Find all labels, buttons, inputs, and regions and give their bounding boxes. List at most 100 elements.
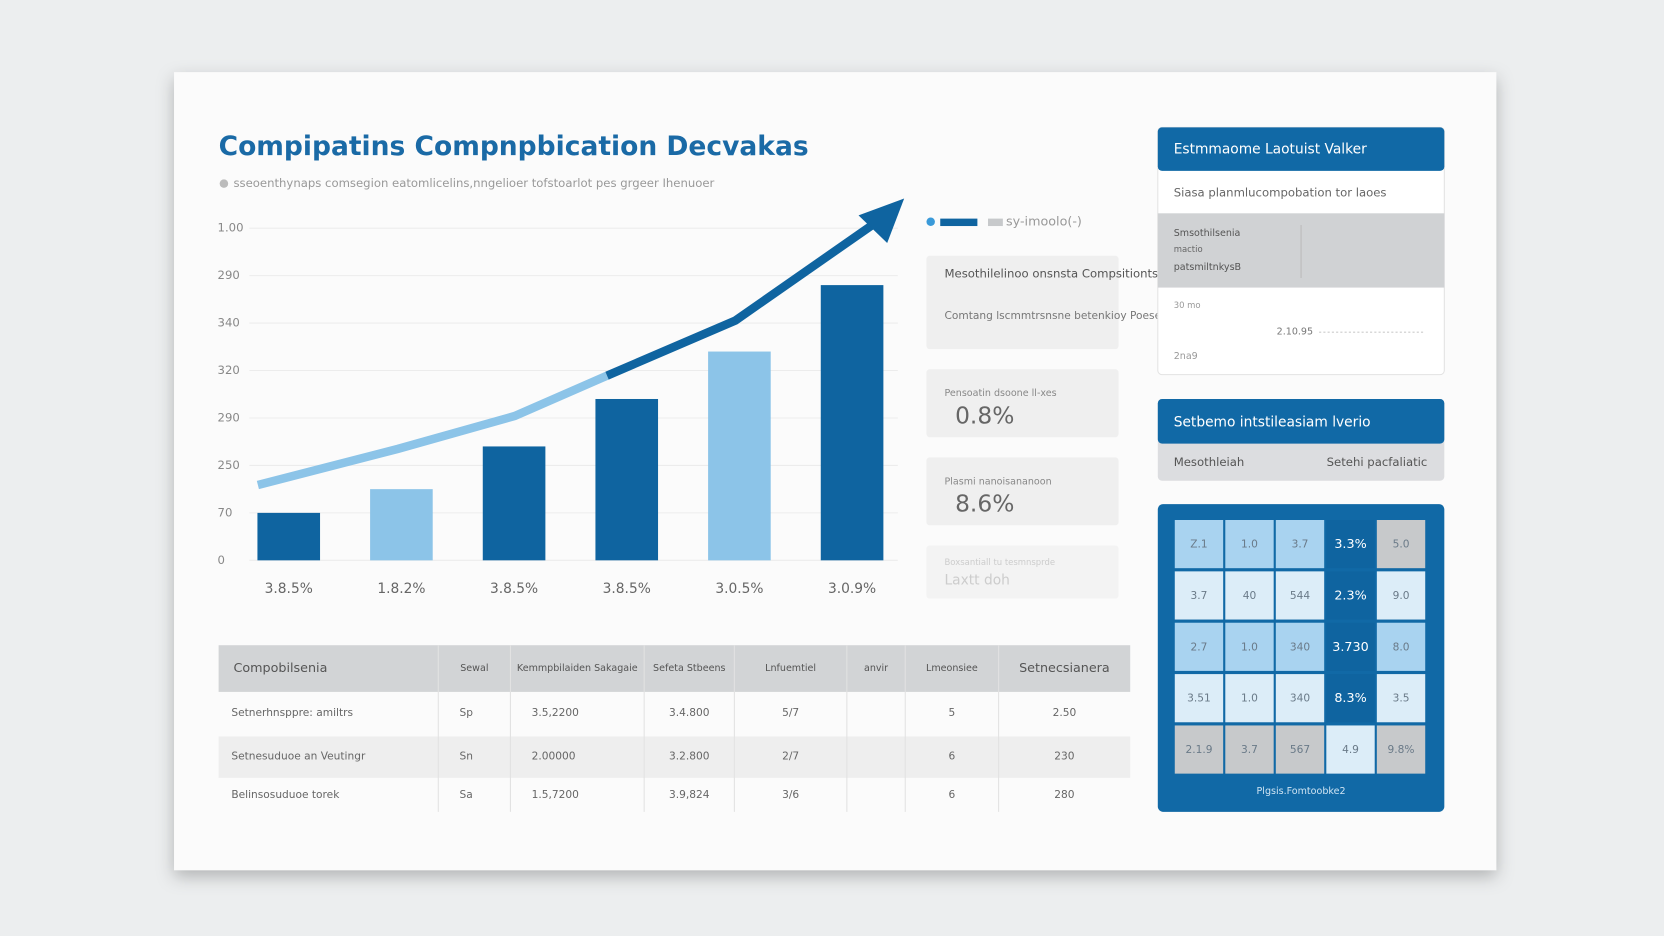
trend-arrow: [858, 198, 905, 244]
card: [926, 369, 1119, 438]
card: [926, 545, 1119, 599]
table-cell: 5/7: [782, 706, 799, 719]
y-tick-label: 250: [218, 458, 240, 472]
table-header-cell: anvir: [864, 663, 888, 674]
legend-dot: [926, 217, 935, 227]
heatmap-label: 3.7: [1191, 589, 1208, 602]
heatmap-label: 567: [1290, 743, 1310, 756]
card-title: Mesothilelinoo onsnsta Compsitionts.: [944, 266, 1161, 280]
heatmap-cell: [1326, 520, 1375, 569]
heatmap-label: 340: [1290, 692, 1311, 705]
card: [926, 255, 1119, 350]
table-cell: Sa: [460, 788, 473, 801]
heatmap-cell: [1326, 571, 1375, 620]
table-cell: Sp: [460, 706, 474, 719]
x-tick-label: 3.8.5%: [490, 581, 538, 597]
heatmap-cell: [1275, 622, 1325, 671]
table-cell: 2.00000: [532, 750, 576, 763]
heatmap-label: 3.51: [1187, 692, 1211, 705]
panel-line: mactio: [1174, 244, 1203, 254]
table-row-bg: [218, 736, 1131, 778]
x-tick-label: 3.8.5%: [265, 581, 313, 597]
heatmap: Z.1 1.0 3.7 3.3% 5.0 3.7 40 544 2.3% 9.0 2.7 1.0 340…: [1174, 520, 1426, 774]
table-cell: 2.50: [1053, 706, 1077, 719]
panel-header: [1157, 127, 1445, 171]
heatmap-label: 8.0: [1393, 640, 1410, 653]
heatmap-label: 2.1.9: [1185, 743, 1212, 756]
heatmap-label: 1.0: [1241, 692, 1258, 705]
table-cell: 1.5,7200: [532, 788, 579, 801]
legend-swatch: [940, 218, 978, 227]
heatmap-label: 5.0: [1393, 538, 1410, 551]
panel-title: Estmmaome Laotuist Valker: [1174, 142, 1367, 158]
panel-subtitle: Siasa planmlucompobation tor laoes: [1174, 186, 1387, 200]
heatmap-label: 1.0: [1241, 640, 1258, 653]
heatmap-cell: [1326, 622, 1375, 671]
x-tick-label: 3.0.9%: [828, 581, 876, 597]
heatmap-cell: [1174, 622, 1224, 671]
heatmap-cell: [1376, 622, 1426, 671]
card: [926, 457, 1119, 526]
heatmap-cell: [1376, 725, 1426, 774]
panel-cell: Setehi pacfaliatic: [1327, 455, 1428, 469]
table-cell: Belinsosuduoe torek: [231, 788, 340, 801]
heatmap-label: 3.7: [1241, 743, 1258, 756]
heatmap-label: 3.730: [1332, 640, 1368, 655]
table-cell: 3.9,824: [669, 788, 710, 801]
table-cell: 3.5,2200: [532, 706, 579, 719]
y-tick-label: 290: [218, 410, 240, 424]
table-cell: 3/6: [782, 788, 799, 801]
panel-line: Smsothilsenia: [1174, 228, 1241, 239]
bar: [820, 285, 884, 561]
heatmap-label: 544: [1290, 589, 1311, 602]
heatmap-label: 40: [1243, 589, 1257, 602]
table-header-cell: Sewal: [460, 663, 488, 674]
y-tick-label: 320: [218, 363, 240, 377]
heatmap-label: 2.3%: [1334, 588, 1366, 603]
heatmap-label: 9.8%: [1388, 743, 1415, 756]
heatmap-cell: [1174, 571, 1224, 620]
y-tick-label: 70: [218, 505, 233, 519]
y-tick-label: 340: [218, 316, 240, 330]
bullet: [219, 179, 229, 188]
heatmap-cell: [1225, 725, 1274, 774]
heatmap-cell: [1326, 725, 1375, 774]
table-cell: Setnerhnsppre: amiltrs: [231, 706, 353, 719]
table-header-cell: Sefeta Stbeens: [653, 663, 725, 674]
table-header-cell: Compobilsenia: [233, 661, 327, 676]
y-tick-label: 290: [218, 268, 240, 282]
heatmap-cell: [1326, 674, 1375, 723]
subtitle: sseoenthynaps comsegion eatomlicelins,nn…: [233, 176, 714, 190]
heatmap-cell: [1275, 725, 1325, 774]
x-tick-label: 3.8.5%: [603, 581, 651, 597]
heatmap-cell: [1275, 571, 1325, 620]
table-cell: 6: [949, 788, 956, 801]
bar: [370, 489, 433, 561]
panel-line: patsmiltnkysB: [1174, 262, 1241, 273]
heatmap-cell: [1376, 571, 1426, 620]
table-cell: Sn: [460, 750, 473, 763]
trend-line: [605, 221, 875, 380]
legend-swatch: [988, 218, 1003, 227]
y-tick-label: 0: [218, 553, 225, 567]
x-tick-label: 3.0.5%: [715, 581, 763, 597]
table-header-bg: [218, 645, 1131, 692]
heatmap-label: 9.0: [1393, 589, 1410, 602]
card-text: Comtang lscmmtrsnsne betenkioy Poesecmor: [944, 309, 1188, 322]
panel-row: 30 mo: [1174, 300, 1201, 310]
heatmap-cell: [1275, 674, 1325, 723]
heatmap-footer: Plgsis.Fomtoobke2: [1257, 786, 1346, 797]
table-header-cell: Lmeonsiee: [926, 663, 978, 674]
panel-cell: Mesothleiah: [1174, 455, 1245, 469]
table-cell: 6: [949, 750, 956, 763]
heatmap-cell: [1225, 674, 1274, 723]
table-cell: 2/7: [782, 750, 799, 763]
heatmap-label: 340: [1290, 640, 1311, 653]
heatmap-label: 3.3%: [1334, 537, 1366, 552]
heatmap-label: 4.9: [1342, 743, 1359, 756]
heatmap-label: 3.7: [1292, 538, 1309, 551]
y-tick-label: 1.00: [218, 221, 244, 235]
heatmap-label: 2.7: [1191, 640, 1208, 653]
trend-line: [256, 371, 609, 490]
